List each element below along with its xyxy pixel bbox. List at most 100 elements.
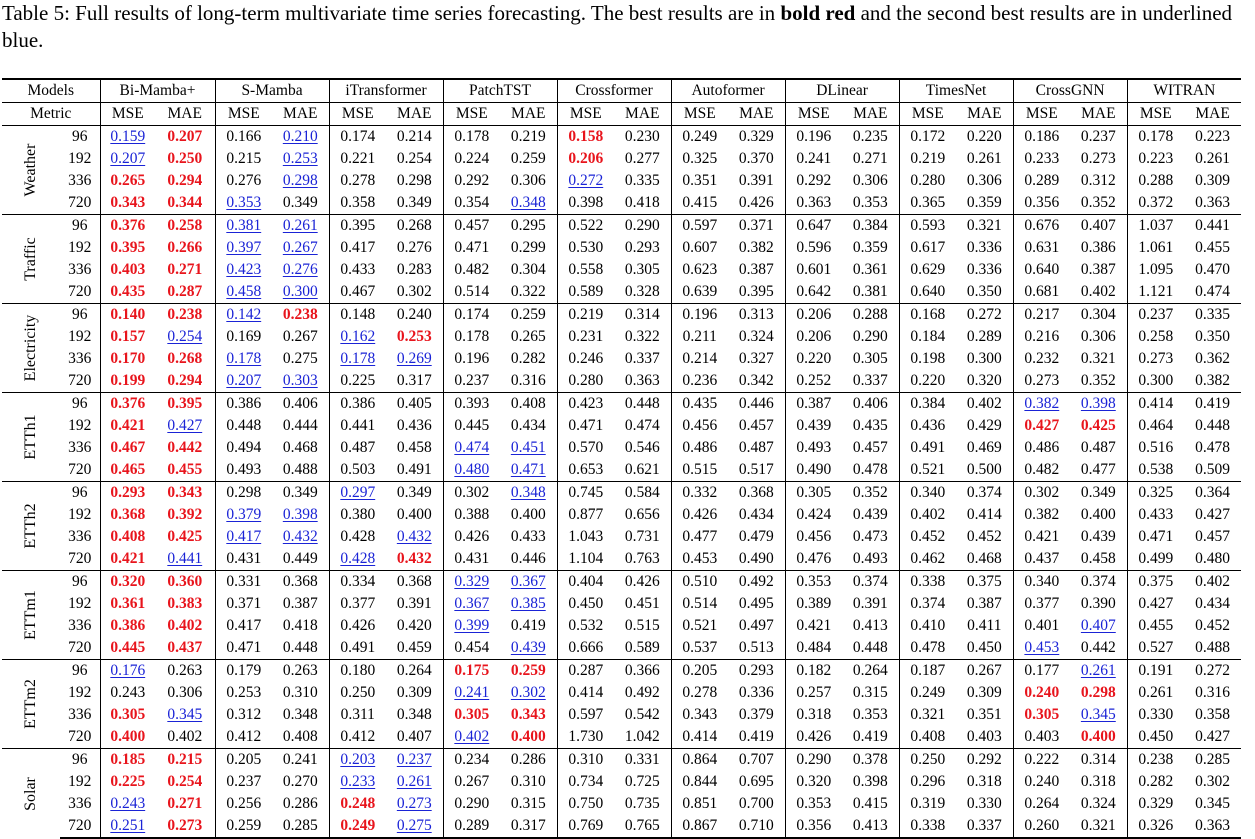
value-cell: 0.306	[852, 172, 888, 189]
table-row: ETTm2 96 0.176 0.263 0.179 0.263 0.180 0.264 0.1…	[2, 659, 1242, 749]
horizon-cell: 720	[60, 815, 101, 839]
value-cell: 0.290	[454, 795, 490, 812]
value-cell: 0.538	[1138, 461, 1174, 478]
value-cell: 0.142	[226, 306, 262, 323]
value-cell: 0.428	[340, 550, 376, 567]
value-cell: 0.426	[340, 617, 376, 634]
value-cell: 0.230	[624, 128, 660, 145]
value-cell: 0.468	[282, 439, 318, 456]
value-cell: 0.631	[1024, 239, 1060, 256]
value-cell: 1.037	[1138, 217, 1174, 234]
value-cell: 0.290	[852, 328, 888, 345]
value-cell: 0.290	[624, 217, 660, 234]
value-cell: 0.168	[910, 306, 946, 323]
value-cell: 0.421	[110, 417, 146, 434]
value-cell: 0.769	[568, 817, 604, 834]
value-cell: 0.407	[396, 728, 432, 745]
value-cell: 0.400	[110, 728, 146, 745]
value-cell: 0.372	[1138, 194, 1174, 211]
table-row: 192 0.421 0.427 0.448 0.444 0.441 0.436 0.445 0.…	[2, 415, 1241, 437]
value-cell: 0.471	[1138, 528, 1174, 545]
value-cell: 0.243	[110, 795, 146, 812]
value-cell: 0.376	[110, 395, 146, 412]
value-cell: 0.434	[738, 506, 774, 523]
model-header: WITRAN	[1127, 78, 1242, 103]
horizon-cell: 96	[60, 392, 101, 415]
dataset-label-cell: ETTm2	[2, 659, 60, 749]
value-cell: 1.061	[1138, 239, 1174, 256]
value-cell: 0.172	[910, 128, 946, 145]
value-cell: 0.455	[167, 461, 203, 478]
value-cell: 0.597	[568, 706, 604, 723]
value-cell: 0.233	[1024, 150, 1060, 167]
value-cell: 0.292	[796, 172, 832, 189]
value-cell: 0.148	[340, 306, 376, 323]
value-cell: 0.265	[110, 172, 146, 189]
value-cell: 0.414	[682, 728, 718, 745]
value-cell: 0.267	[282, 328, 318, 345]
value-cell: 0.337	[852, 372, 888, 389]
value-cell: 0.321	[910, 706, 946, 723]
value-cell: 0.305	[1024, 706, 1060, 723]
value-cell: 0.640	[1024, 261, 1060, 278]
value-cell: 0.352	[852, 484, 888, 501]
value-cell: 0.178	[454, 128, 490, 145]
value-cell: 0.402	[454, 728, 490, 745]
value-cell: 0.570	[568, 439, 604, 456]
value-cell: 0.448	[1195, 417, 1231, 434]
value-cell: 0.391	[738, 172, 774, 189]
value-cell: 0.363	[624, 372, 660, 389]
value-cell: 0.395	[167, 395, 203, 412]
value-cell: 0.376	[110, 217, 146, 234]
value-cell: 0.487	[738, 439, 774, 456]
value-cell: 0.237	[454, 372, 490, 389]
value-cell: 0.288	[852, 306, 888, 323]
table-row: Solar 96 0.185 0.215 0.205 0.241 0.203 0.237 0.2…	[2, 748, 1242, 838]
model-header: Crossformer	[557, 78, 672, 103]
value-cell: 0.288	[1138, 172, 1174, 189]
value-cell: 0.237	[1138, 306, 1174, 323]
dataset-label-cell: Traffic	[2, 214, 60, 304]
caption-bold: bold red	[780, 1, 856, 25]
value-cell: 0.471	[226, 639, 262, 656]
value-cell: 0.395	[110, 239, 146, 256]
value-cell: 0.345	[167, 706, 203, 723]
value-cell: 0.423	[568, 395, 604, 412]
value-cell: 0.441	[340, 417, 376, 434]
value-cell: 0.365	[910, 194, 946, 211]
value-cell: 0.424	[796, 506, 832, 523]
value-cell: 0.408	[282, 728, 318, 745]
value-cell: 0.877	[568, 506, 604, 523]
value-cell: 0.364	[1195, 484, 1231, 501]
value-cell: 0.261	[396, 773, 432, 790]
value-cell: 0.471	[568, 417, 604, 434]
value-cell: 0.305	[454, 706, 490, 723]
value-cell: 0.324	[1080, 795, 1116, 812]
dataset-label-cell: ETTh2	[2, 481, 60, 571]
value-cell: 0.349	[396, 484, 432, 501]
value-cell: 0.343	[682, 706, 718, 723]
value-cell: 0.264	[396, 662, 432, 679]
table-caption: Table 5: Full results of long-term multi…	[2, 0, 1252, 54]
dataset-label-cell: Solar	[2, 748, 60, 838]
value-cell: 0.395	[340, 217, 376, 234]
value-cell: 0.303	[282, 372, 318, 389]
value-cell: 0.196	[454, 350, 490, 367]
value-cell: 0.264	[1024, 795, 1060, 812]
value-cell: 0.436	[396, 417, 432, 434]
value-cell: 0.621	[624, 461, 660, 478]
value-cell: 0.558	[568, 261, 604, 278]
value-cell: 0.398	[852, 773, 888, 790]
value-cell: 0.454	[454, 639, 490, 656]
value-cell: 0.391	[396, 595, 432, 612]
value-cell: 0.292	[966, 751, 1002, 768]
value-cell: 0.302	[1195, 773, 1231, 790]
value-cell: 1.095	[1138, 261, 1174, 278]
value-cell: 0.170	[110, 350, 146, 367]
value-cell: 0.377	[1024, 595, 1060, 612]
value-cell: 0.497	[738, 617, 774, 634]
value-cell: 0.449	[282, 550, 318, 567]
value-cell: 0.178	[340, 350, 376, 367]
value-cell: 0.403	[110, 261, 146, 278]
value-cell: 0.435	[110, 283, 146, 300]
